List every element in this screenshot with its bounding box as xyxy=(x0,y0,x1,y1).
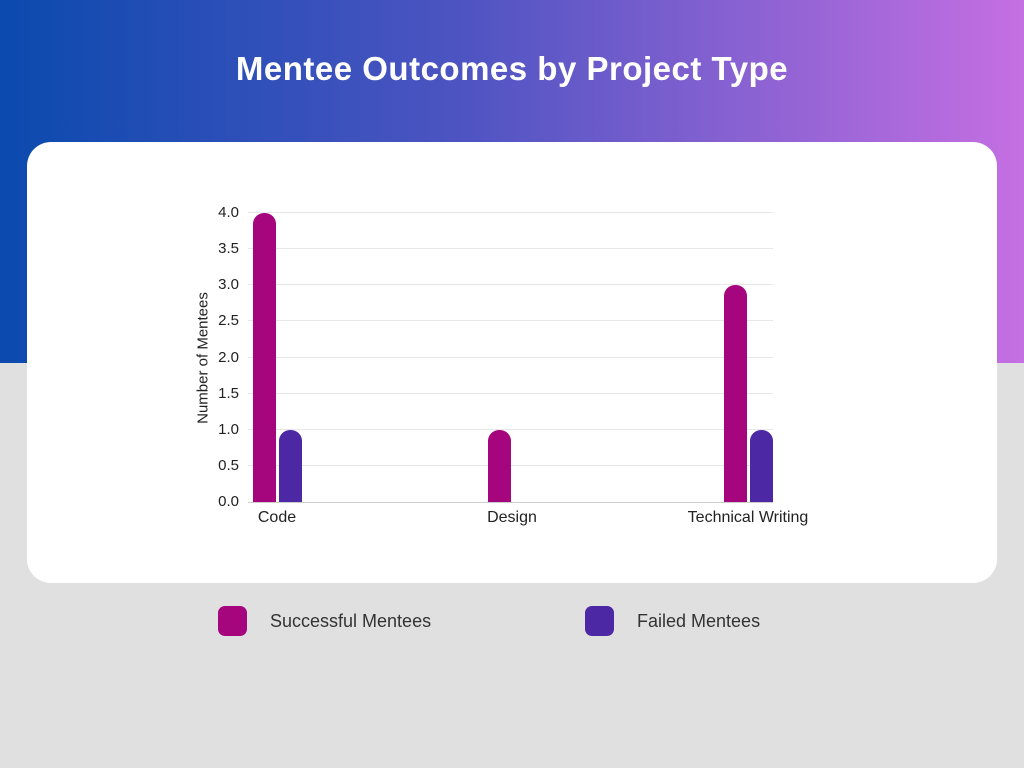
gridline xyxy=(248,284,773,286)
bar-failed-mentees-technical-writing xyxy=(749,429,773,502)
x-tick-label-design: Design xyxy=(487,509,537,526)
gridline xyxy=(248,356,773,358)
gridline xyxy=(248,428,773,430)
gridline xyxy=(248,320,773,322)
y-tick-label: 3.0 xyxy=(218,276,239,294)
legend-swatch-icon xyxy=(218,606,247,636)
y-tick-label: 0.5 xyxy=(218,456,239,474)
gridline xyxy=(248,464,773,466)
bar-failed-mentees-code xyxy=(278,429,302,502)
gridline xyxy=(248,392,773,394)
gridline xyxy=(248,212,773,213)
legend-label: Successful Mentees xyxy=(270,610,432,631)
legend-item-failed-mentees: Failed Mentees xyxy=(585,606,760,636)
y-tick-label: 4.0 xyxy=(218,204,239,221)
bar-successful-mentees-code xyxy=(252,213,276,502)
y-tick-label: 1.0 xyxy=(218,420,239,438)
y-tick-label: 1.5 xyxy=(218,384,239,402)
y-tick-label: 0.0 xyxy=(218,493,239,510)
page-title: Mentee Outcomes by Project Type xyxy=(235,50,789,87)
plot-area: 0.0 0.5 1.0 1.5 2.0 2.5 3.0 3.5 4.0 Code Design Tec… xyxy=(218,204,808,526)
chart-card: Number of Mentees 0.0 0.5 1.0 1.5 2.0 2.5 3.0 3… xyxy=(27,142,997,583)
legend-label: Failed Mentees xyxy=(637,610,761,631)
y-tick-label: 3.5 xyxy=(218,240,239,258)
y-tick-label: 2.0 xyxy=(218,348,239,366)
bar-successful-mentees-technical-writing xyxy=(723,285,747,502)
legend-swatch-icon xyxy=(585,606,614,636)
x-tick-label-technical-writing: Technical Writing xyxy=(687,509,809,526)
x-tick-label-code: Code xyxy=(257,509,297,526)
legend-item-successful-mentees: Successful Mentees xyxy=(218,606,431,636)
gridline xyxy=(248,248,773,250)
chart-legend: Successful Mentees Failed Mentees xyxy=(0,606,1024,640)
bar-successful-mentees-design xyxy=(487,429,511,502)
y-tick-label: 2.5 xyxy=(218,312,239,330)
